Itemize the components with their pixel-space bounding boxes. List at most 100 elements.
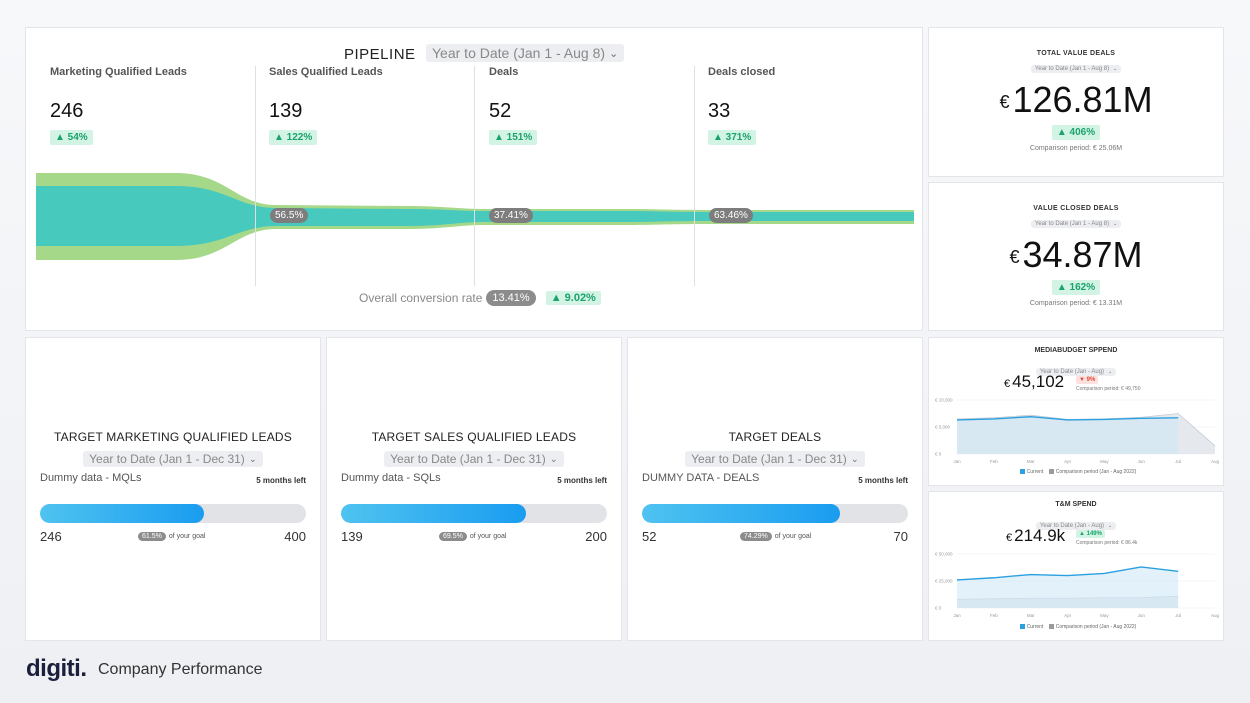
stage-mql: Marketing Qualified Leads 246 ▲ 54% [50, 66, 260, 145]
stage-divider [255, 66, 256, 286]
currency-symbol: € [999, 92, 1010, 112]
footer-title: Company Performance [98, 661, 263, 678]
mini-delta-badge: ▼ 9% [1076, 376, 1099, 384]
target-title: TARGET DEALS [728, 430, 822, 444]
y-tick-label: € 10,000 [935, 398, 953, 403]
legend-swatch-current [1019, 469, 1025, 474]
kpi-value: €126.81M [929, 79, 1223, 121]
legend-comparison: Comparison period (Jan - Aug 2022) [1055, 624, 1137, 630]
currency-symbol: € [1004, 378, 1011, 390]
stage-sql: Sales Qualified Leads 139 ▲ 122% [269, 66, 479, 145]
legend-current: Current [1026, 469, 1044, 475]
stage-divider [474, 66, 475, 286]
stage-value: 52 [489, 100, 512, 122]
x-tick-label: Apr [1064, 459, 1072, 464]
chevron-down-icon: ⌄ [609, 47, 619, 60]
chevron-down-icon: ⌄ [1113, 66, 1118, 72]
mini-comparison: Comparison period: € 49,750 [1076, 386, 1141, 392]
pipeline-title: PIPELINE [344, 46, 416, 63]
x-tick-label: Jul [1175, 613, 1181, 618]
mini-period-select[interactable]: Year to Date (Jan - Aug) ⌄ [1035, 522, 1117, 530]
target-goal: 70 [893, 529, 908, 544]
progress-track [40, 504, 306, 523]
chevron-down-icon: ⌄ [248, 453, 257, 465]
of-goal-label: of your goal [168, 533, 206, 540]
target-title: TARGET SALES QUALIFIED LEADS [371, 430, 577, 444]
legend-swatch-comparison [1048, 624, 1054, 629]
mini-period-select[interactable]: Year to Date (Jan - Aug) ⌄ [1035, 368, 1117, 376]
mini-comparison: Comparison period: € 86.4k [1076, 540, 1138, 546]
y-tick-label: € 5,000 [935, 425, 951, 430]
progress-track [642, 504, 908, 523]
of-goal-label: of your goal [469, 533, 507, 540]
chevron-down-icon: ⌄ [850, 453, 859, 465]
stage-label: Deals [489, 66, 519, 78]
months-left: 5 months left [557, 476, 607, 485]
x-tick-label: Jan [953, 459, 961, 464]
kpi-comparison: Comparison period: € 13.31M [1029, 300, 1123, 307]
mini-number: 45,102 [1012, 372, 1065, 391]
conversion-rate-badge: 37.41% [489, 208, 533, 223]
target-percent-badge: 69.5% [439, 532, 467, 541]
period-select-label: Year to Date (Jan 1 - Dec 31) [390, 452, 546, 466]
overall-conversion-value: 13.41% [486, 290, 536, 306]
legend-current: Current [1026, 624, 1044, 630]
period-select-label: Year to Date (Jan - Aug) [1039, 523, 1105, 529]
stage-delta-badge: ▲ 371% [708, 130, 757, 145]
tm-spend-card: T&M SPEND Year to Date (Jan - Aug) ⌄ €214… [928, 491, 1224, 641]
months-left: 5 months left [256, 476, 306, 485]
target-subtitle: DUMMY DATA - DEALS [642, 472, 760, 484]
conversion-rate-badge: 63.46% [709, 208, 753, 223]
x-tick-label: Jan [953, 613, 961, 618]
tm-spend-line-chart: € 50,000 € 25,000 € 0 Jan Feb Mar Apr May Jun Jul… [935, 552, 1219, 619]
kpi-period-select[interactable]: Year to Date (Jan 1 - Aug 8) ⌄ [1030, 220, 1122, 228]
stage-divider [694, 66, 695, 286]
progress-fill [341, 504, 526, 523]
mini-delta-badge: ▲ 149% [1076, 530, 1105, 538]
target-current: 52 [642, 529, 657, 544]
period-select-label: Year to Date (Jan 1 - Aug 8) [1034, 221, 1110, 227]
kpi-delta-badge: ▲ 406% [1051, 125, 1101, 140]
target-period-select[interactable]: Year to Date (Jan 1 - Dec 31) ⌄ [384, 451, 564, 467]
legend-swatch-current [1019, 624, 1025, 629]
chevron-down-icon: ⌄ [1108, 369, 1113, 375]
target-percent: 74.29% of your goal [740, 532, 811, 541]
mini-number: 214.9k [1014, 526, 1066, 545]
legend-swatch-comparison [1048, 469, 1054, 474]
target-sql-card: TARGET SALES QUALIFIED LEADS Year to Dat… [326, 337, 622, 641]
stage-delta-badge: ▲ 54% [50, 130, 93, 145]
pipeline-funnel-chart [36, 173, 914, 260]
mini-card-title: MEDIABUDGET SPPEND [1034, 347, 1118, 354]
currency-symbol: € [1009, 247, 1020, 267]
stage-delta-badge: ▲ 122% [269, 130, 318, 145]
pipeline-period-select[interactable]: Year to Date (Jan 1 - Aug 8) ⌄ [426, 44, 625, 62]
kpi-title: TOTAL VALUE DEALS [1036, 50, 1116, 57]
target-deals-card: TARGET DEALS Year to Date (Jan 1 - Dec 3… [627, 337, 923, 641]
target-percent-badge: 74.29% [740, 532, 772, 541]
x-tick-label: Feb [990, 613, 998, 618]
target-current: 246 [40, 529, 62, 544]
progress-fill [642, 504, 840, 523]
conversion-rate-badge: 56.5% [270, 208, 309, 223]
target-period-select[interactable]: Year to Date (Jan 1 - Dec 31) ⌄ [83, 451, 263, 467]
stage-deals: Deals 52 ▲ 151% [489, 66, 699, 145]
overall-conversion-delta: ▲ 9.02% [545, 291, 601, 305]
target-period-select[interactable]: Year to Date (Jan 1 - Dec 31) ⌄ [685, 451, 865, 467]
currency-symbol: € [1006, 532, 1013, 544]
x-tick-label: Apr [1064, 613, 1072, 618]
y-tick-label: € 0 [935, 606, 942, 611]
total-value-deals-card: TOTAL VALUE DEALS Year to Date (Jan 1 - … [928, 27, 1224, 177]
digiti-logo: digiti. [26, 655, 87, 682]
kpi-period-select[interactable]: Year to Date (Jan 1 - Aug 8) ⌄ [1030, 65, 1122, 73]
stage-delta-badge: ▲ 151% [489, 130, 538, 145]
target-current: 139 [341, 529, 363, 544]
x-tick-label: Mar [1027, 459, 1035, 464]
y-tick-label: € 25,000 [935, 579, 953, 584]
current-area [957, 416, 1179, 454]
legend-comparison: Comparison period (Jan - Aug 2022) [1055, 469, 1137, 475]
kpi-comparison: Comparison period: € 25.06M [1029, 145, 1123, 152]
mini-value: €214.9k [1006, 526, 1065, 546]
stage-label: Sales Qualified Leads [269, 66, 383, 78]
mediabudget-card: MEDIABUDGET SPPEND Year to Date (Jan - A… [928, 337, 1224, 486]
kpi-delta-badge: ▲ 162% [1051, 280, 1101, 295]
